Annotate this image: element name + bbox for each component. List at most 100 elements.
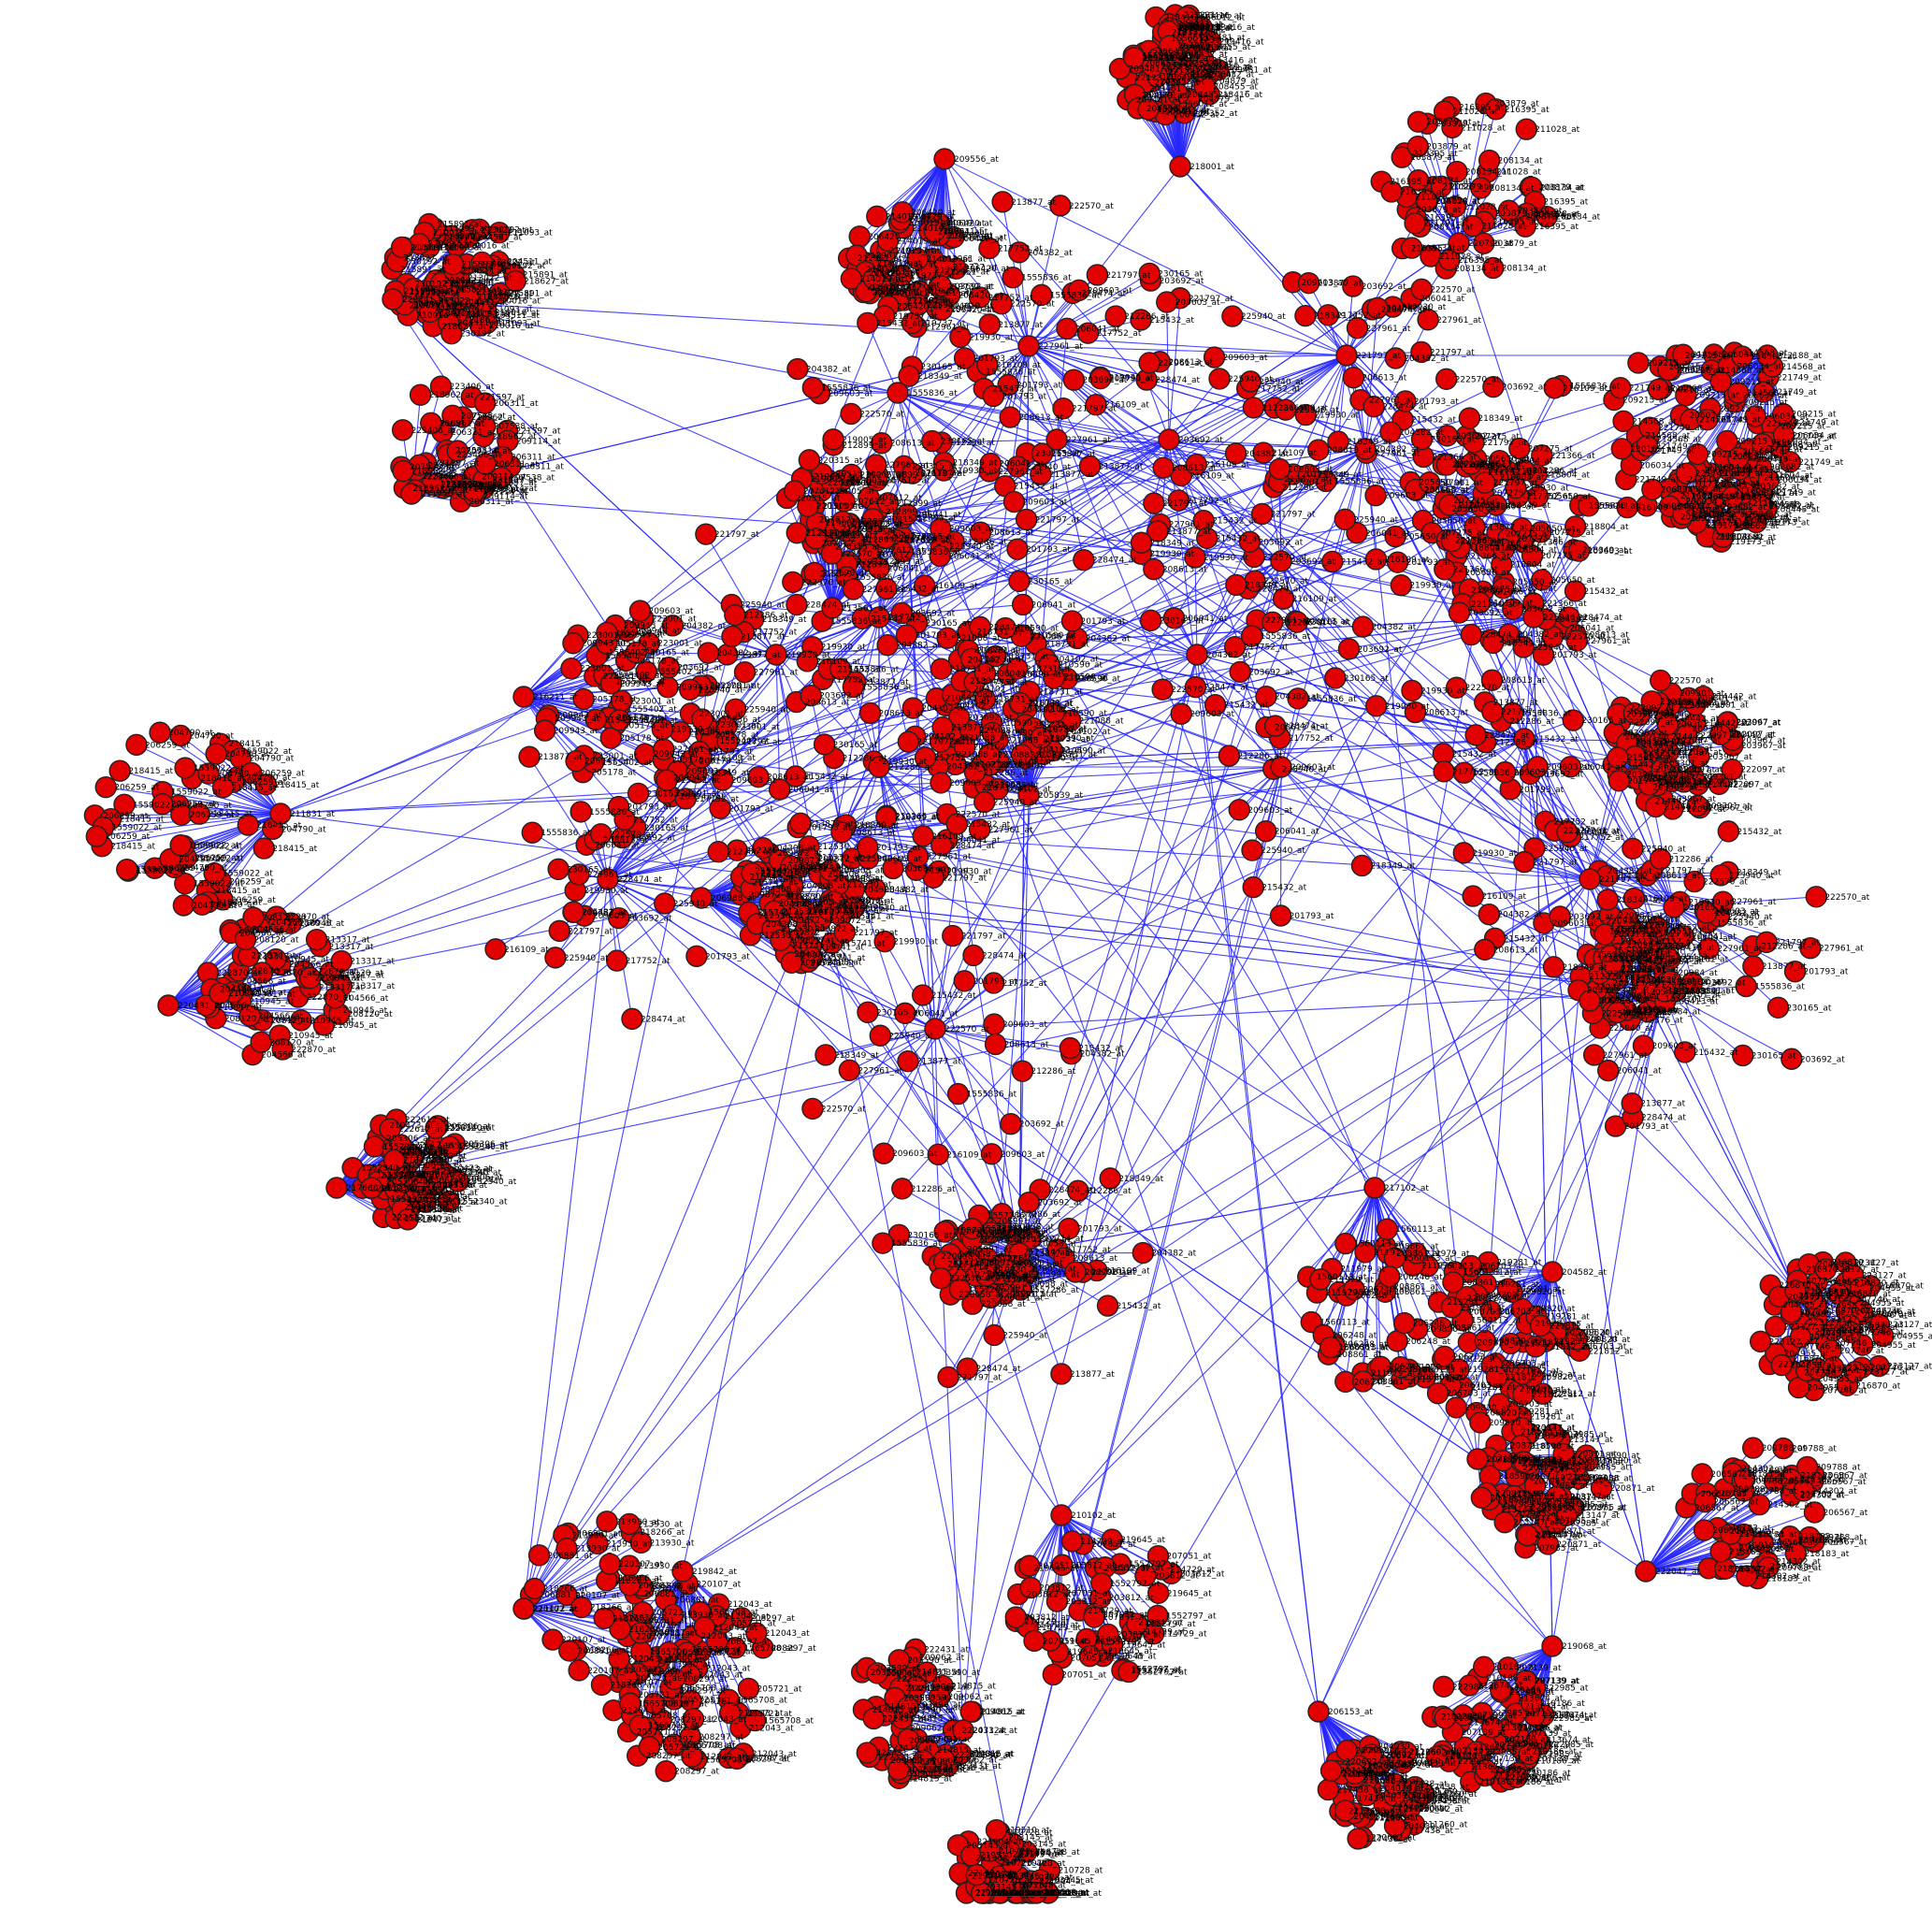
hub-mesh-edge	[1318, 990, 1665, 1713]
gene-label: 209301_at	[1706, 802, 1751, 812]
gene-node	[891, 1178, 914, 1200]
gene-label: 1560113_at	[1354, 1240, 1405, 1250]
gene-label: 208120_at	[348, 1010, 393, 1019]
mesh-edge	[700, 757, 1591, 880]
gene-node	[815, 1044, 837, 1066]
gene-node	[570, 801, 592, 823]
gene-label: 221597_at	[492, 476, 537, 485]
gene-node	[250, 1031, 272, 1053]
hub-mesh-edge	[934, 794, 1030, 1030]
gene-node	[1011, 593, 1034, 616]
gene-node	[655, 1759, 677, 1783]
gene-node	[897, 730, 920, 753]
gene-label: 204566_at	[258, 1012, 303, 1021]
gene-label: 206703_at	[1453, 1352, 1498, 1362]
gene-node	[869, 1024, 892, 1047]
gene-node	[1143, 557, 1165, 581]
gene-node	[1691, 1463, 1713, 1485]
gene-label: 208861_at	[1462, 1279, 1507, 1288]
gene-node	[484, 938, 507, 961]
gene-node	[1156, 291, 1178, 313]
hub-node-h4	[157, 994, 180, 1017]
mesh-leaf-edge	[1332, 448, 1366, 562]
gene-node	[1050, 1363, 1073, 1385]
gene-node	[1130, 531, 1153, 554]
hub-mesh-edge	[682, 990, 1665, 1572]
gene-label: 206703_at	[1507, 1400, 1552, 1409]
gene-node	[533, 719, 556, 742]
gene-label: 218962_at	[411, 468, 456, 477]
mesh-edge	[607, 439, 1170, 880]
gene-node	[149, 721, 171, 744]
gene-node	[1059, 1036, 1082, 1060]
gene-label: 207051_at	[1061, 1670, 1106, 1680]
gene-label: 203812_at	[1117, 1630, 1161, 1640]
mesh-edge	[1028, 345, 1525, 740]
gene-node	[1442, 1271, 1464, 1294]
gene-node	[1060, 1530, 1084, 1553]
gene-node	[872, 1232, 894, 1254]
gene-label: 207051_at	[1103, 1613, 1147, 1623]
gene-node	[1062, 369, 1086, 391]
mesh-leaf-edge	[883, 1028, 936, 1154]
gene-label: 204879_at	[1144, 91, 1189, 100]
gene-node	[174, 757, 196, 779]
hub-mesh-edge	[1523, 738, 1647, 1572]
gene-node	[1621, 1091, 1643, 1115]
gene-label: 218731_at	[1004, 653, 1049, 662]
gene-label: 222097_at	[1740, 766, 1785, 775]
gene-label: 206248_at	[1332, 1332, 1377, 1341]
gene-node	[1324, 667, 1347, 689]
gene-node	[1056, 317, 1078, 340]
gene-node	[1086, 264, 1109, 286]
gene-label: 210945_at	[284, 956, 329, 965]
hub-mesh-edge	[280, 738, 1525, 815]
hub-leaf-edge	[1179, 94, 1210, 167]
gene-node	[1225, 573, 1247, 597]
hub-mesh-edge	[523, 354, 1348, 1610]
gene-label: 214442_at	[1665, 802, 1709, 812]
gene-label: 214729_at	[1080, 1538, 1125, 1547]
gene-label: 1560113_at	[1463, 1268, 1513, 1278]
gene-label: 213416_at	[1219, 37, 1264, 47]
gene-node	[1242, 875, 1264, 899]
gene-label: 1560113_at	[1339, 1344, 1390, 1353]
gene-label: 221812_at	[1588, 1347, 1633, 1356]
gene-node	[1749, 1330, 1772, 1353]
gene-label: 219281_at	[1467, 1366, 1512, 1375]
gene-label: 205413_at	[1674, 998, 1719, 1007]
gene-node	[1693, 1519, 1716, 1541]
gene-label: 206248_at	[1398, 1273, 1443, 1282]
mesh-edge	[906, 354, 1348, 515]
gene-node	[983, 1323, 1005, 1347]
mesh-edge	[1028, 345, 1170, 441]
hub-node-h1	[1169, 155, 1191, 178]
gene-label: 206311_at	[494, 460, 539, 470]
gene-node	[94, 775, 117, 799]
gene-label: 221812_at	[1551, 1390, 1596, 1399]
gene-node	[848, 225, 871, 248]
gene-node	[953, 970, 975, 992]
gene-node	[391, 419, 414, 441]
gene-label: 206432_at	[1166, 73, 1211, 82]
gene-label: 222870_at	[270, 969, 315, 978]
mesh-edge	[700, 504, 1497, 759]
gene-label: 230192_at	[460, 330, 505, 340]
gene-label: 218731_at	[1038, 687, 1083, 697]
hub-mesh-edge	[700, 158, 945, 759]
hub-mesh-edge	[167, 654, 777, 1006]
hub-node-h6	[1541, 1261, 1564, 1283]
mesh-leaf-edge	[867, 323, 899, 394]
gene-node	[1515, 118, 1537, 140]
gene-label: 211979_at	[1329, 1276, 1374, 1285]
gene-node	[962, 944, 985, 967]
gene-node	[1269, 904, 1292, 927]
gene-node	[108, 759, 131, 782]
hub-mesh-edge	[1280, 766, 1796, 1292]
gene-label: 210590_at	[1062, 709, 1107, 718]
gene-node	[1493, 1510, 1516, 1534]
gene-node	[1445, 1396, 1467, 1419]
gene-node	[1002, 490, 1026, 513]
gene-label: 214729_at	[1036, 1624, 1081, 1633]
